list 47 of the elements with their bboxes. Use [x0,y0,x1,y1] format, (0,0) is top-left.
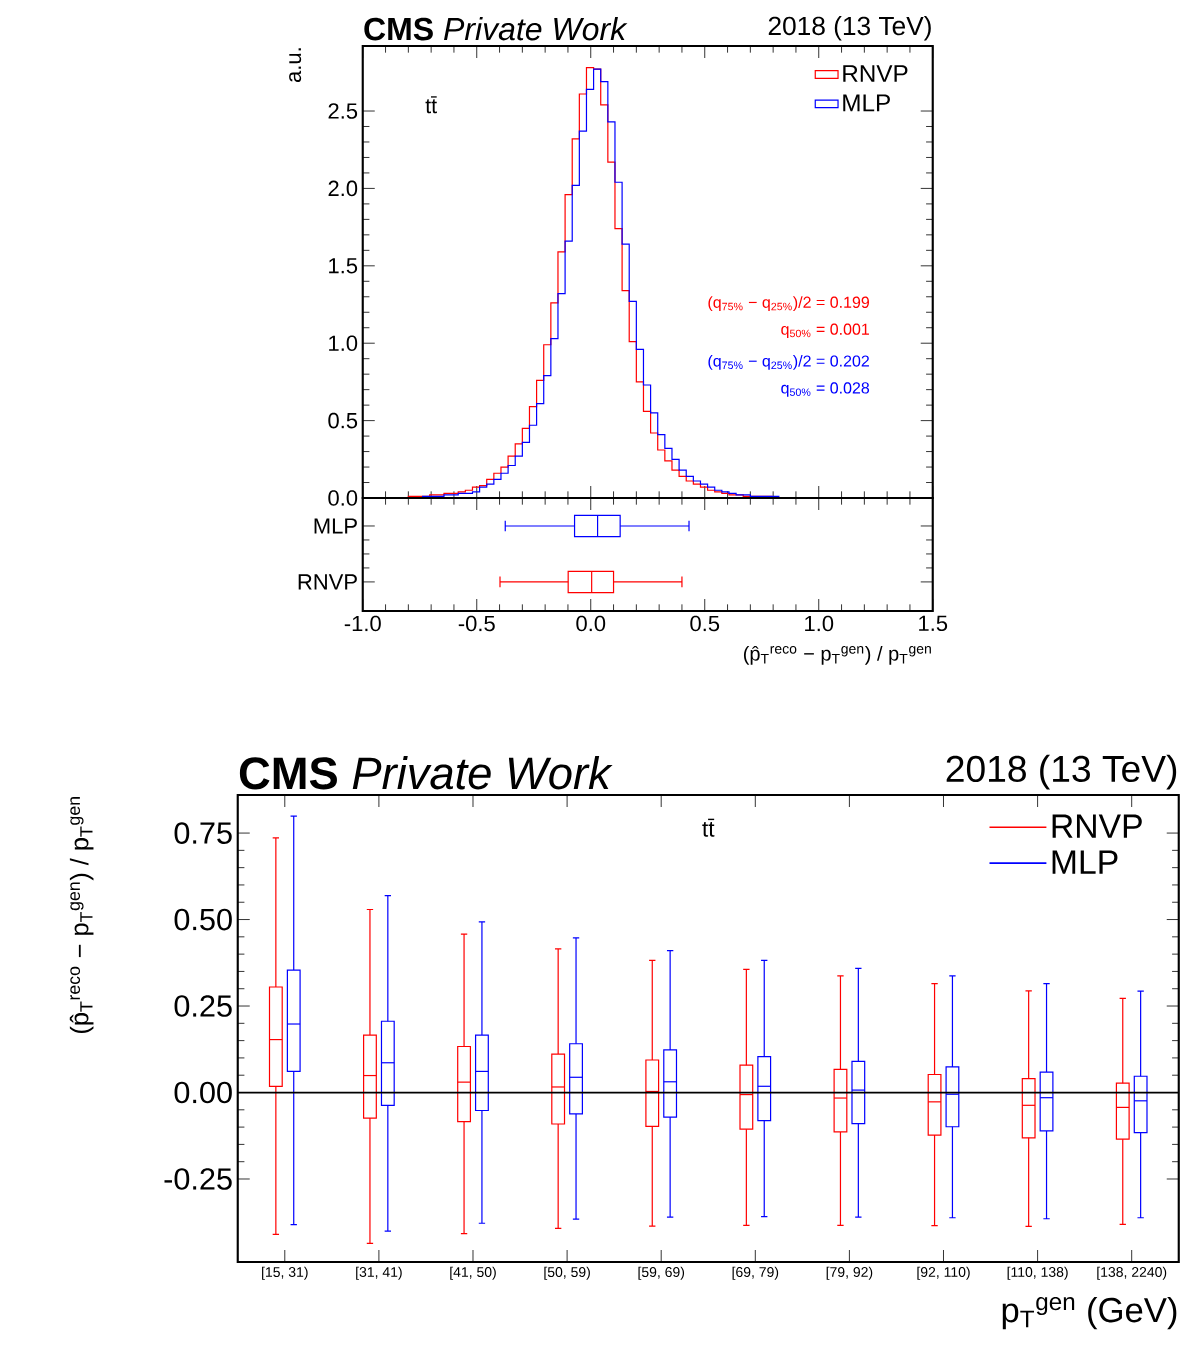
y-tick-label: RNVP [298,574,357,590]
legend-label: RNVP [843,65,908,82]
annotation: tt̄ [702,818,715,837]
x-tick-label: [138, 2240) [1097,1266,1167,1280]
chart-subtitle: 2018 (13 TeV) [946,754,1177,790]
y-tick-label: 0.25 [174,995,232,1017]
x-tick-label: [59, 69) [638,1266,685,1280]
annotation: q$_{50%}$ = 0.028 [781,382,870,397]
x-tick-label: 1.5 [919,615,948,632]
y-tick-label: MLP [314,518,357,534]
y-axis-title: a.u. [289,48,302,83]
legend-label: MLP [1052,850,1118,874]
chart-title: CMS Private Work [364,16,628,41]
x-tick-label: [92, 110) [917,1266,970,1280]
chart-subtitle: 2018 (13 TeV) [768,15,931,41]
legend-label: MLP [843,94,891,112]
y-tick-label: 0.50 [174,908,232,931]
x-tick-label: 1.0 [805,615,834,632]
x-tick-label: [41, 50) [450,1266,496,1280]
annotation: (q$_{75%}$ − q$_{25%}$)/2 = 0.202 [708,354,870,370]
x-tick-label: [110, 138) [1007,1266,1068,1280]
x-tick-label: -1.0 [344,615,381,632]
x-tick-label: 0.0 [576,615,606,632]
x-tick-label: -0.5 [458,615,495,632]
y-tick-label: 1.5 [329,258,358,274]
y-tick-label: 2.0 [328,180,358,197]
y-tick-label: 0.0 [328,490,358,506]
x-tick-label: [31, 41) [356,1266,402,1280]
y-tick-label: 1.0 [329,335,358,351]
x-tick-label: [69, 79) [732,1266,779,1280]
annotation: tt̄ [425,96,438,114]
y-tick-label: 0.75 [174,822,232,844]
y-tick-label: 0.5 [328,412,358,429]
annotation: q$_{50%}$ = 0.001 [781,323,870,339]
text: (p̂$_{T}$$^{reco}$ − p$_{T}$$^{gen}$) / p$_{T}$gen [744,645,932,665]
legend-label: RNVP [1052,814,1142,838]
x-tick-label: 0.5 [690,615,720,632]
y-tick-label: 0.00 [174,1081,232,1104]
text: (p̂$_{T}$$^{reco}$ − p$_{T}$$^{gen}$) / p$_{T}$gen [69,797,94,1033]
x-tick-label: [79, 92) [826,1266,873,1280]
x-axis-title: p$_{T}$$^{gen}$ (GeV) [1002,1296,1177,1330]
x-tick-label: [50, 59) [544,1266,591,1280]
annotation: (q$_{75%}$ − q$_{25%}$)/2 = 0.199 [708,296,870,312]
x-tick-label: [15, 31) [262,1266,308,1280]
y-tick-label: 2.5 [328,103,358,119]
chart-title: CMS Private Work [240,756,613,790]
y-tick-label: -0.25 [164,1168,232,1190]
